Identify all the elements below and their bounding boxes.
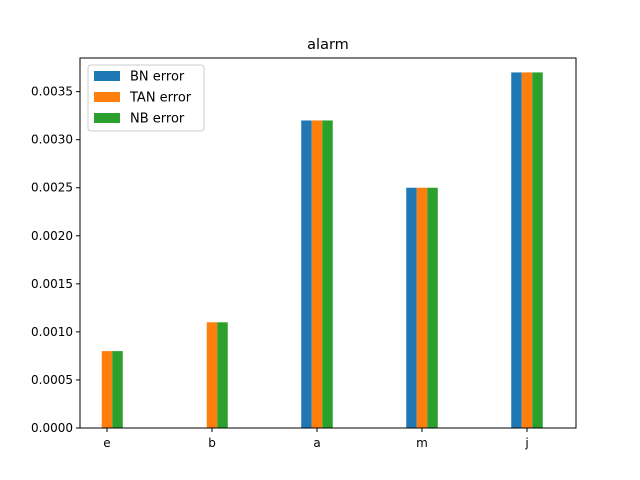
- y-tick-label: 0.0030: [31, 133, 73, 147]
- plot-frame: [79, 57, 577, 429]
- bars: [101, 72, 543, 428]
- y-tick-label: 0.0025: [31, 181, 73, 195]
- bar: [101, 351, 113, 428]
- x-tick-label: b: [208, 436, 216, 450]
- chart-title: alarm: [307, 37, 349, 53]
- y-axis: 0.0000 0.0005 0.0010 0.0015 0.0020 0.0025 0.00…: [31, 85, 80, 435]
- x-tick-label: m: [416, 436, 428, 450]
- legend-swatch: [94, 71, 120, 81]
- x-tick-label: e: [103, 436, 110, 450]
- bar: [311, 120, 323, 428]
- bar: [511, 72, 522, 428]
- x-tick-label: j: [524, 436, 528, 450]
- bar: [416, 187, 428, 428]
- bar: [406, 187, 417, 428]
- y-tick-label: 0.0010: [31, 325, 73, 339]
- legend-label: NB error: [130, 112, 185, 127]
- bar: [206, 322, 218, 428]
- legend-swatch: [94, 113, 120, 123]
- y-tick-label: 0.0005: [31, 373, 73, 387]
- legend-label: TAN error: [129, 91, 192, 106]
- y-tick-label: 0.0035: [31, 85, 73, 99]
- bar: [532, 72, 543, 428]
- bar: [217, 322, 228, 428]
- bar: [521, 72, 533, 428]
- legend-label: BN error: [130, 70, 185, 85]
- x-tick-label: a: [313, 436, 320, 450]
- bar: [112, 351, 123, 428]
- bar: [322, 120, 333, 428]
- y-tick-label: 0.0000: [31, 421, 73, 435]
- y-tick-label: 0.0020: [31, 229, 73, 243]
- y-tick-label: 0.0015: [31, 277, 73, 291]
- bar: [427, 187, 438, 428]
- bar: [301, 120, 312, 428]
- legend-swatch: [94, 92, 120, 102]
- legend: BN error TAN error NB error: [87, 64, 205, 132]
